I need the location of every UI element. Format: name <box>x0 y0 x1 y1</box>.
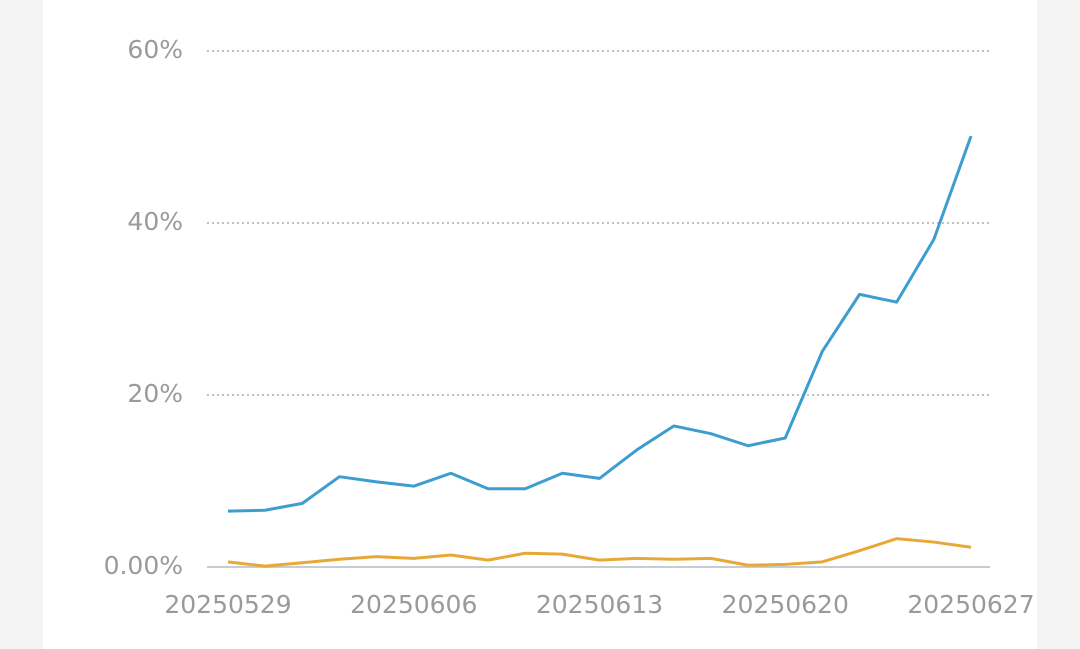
x-tick-label: 20250613 <box>536 590 663 619</box>
card <box>43 0 1037 649</box>
y-tick-label: 40% <box>127 207 183 236</box>
y-tick-label: 20% <box>127 379 183 408</box>
x-tick-label: 20250620 <box>722 590 849 619</box>
line-series <box>227 537 972 568</box>
y-tick-label: 0.00% <box>104 551 183 580</box>
y-tick-label: 60% <box>127 35 183 64</box>
x-tick-label: 20250606 <box>350 590 477 619</box>
x-tick-label: 20250529 <box>164 590 291 619</box>
line-series <box>227 135 973 513</box>
x-tick-label: 20250627 <box>907 590 1034 619</box>
